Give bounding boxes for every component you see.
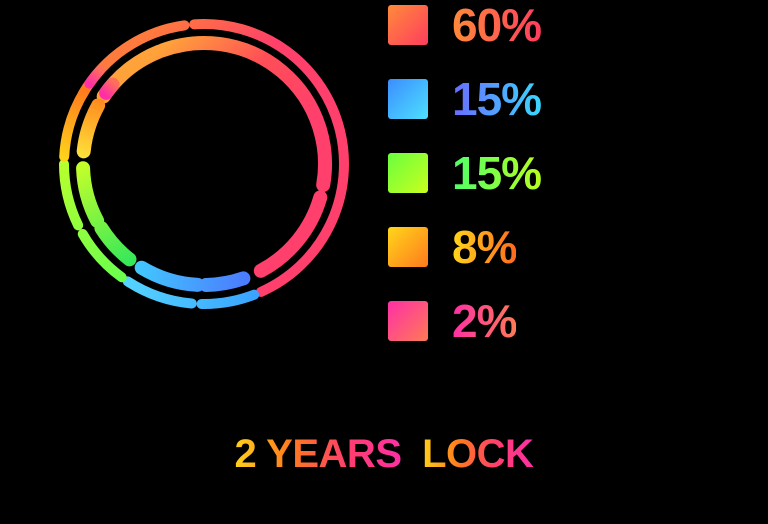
lock-line: 2 YEARS LOCK [0, 432, 768, 477]
legend-row: 60% [388, 0, 541, 52]
donut-svg [34, 0, 374, 334]
legend-swatch [388, 227, 428, 267]
legend-swatch [388, 301, 428, 341]
infographic: 60% 15% 15% 8% 2% 2 YEARS LOCK [0, 0, 768, 524]
legend-percent: 60% [452, 0, 541, 52]
legend-row: 8% [388, 220, 541, 274]
legend-percent: 15% [452, 146, 541, 200]
lock-years-text: 2 YEARS [235, 432, 402, 476]
legend-percent: 8% [452, 220, 516, 274]
legend-swatch [388, 5, 428, 45]
legend: 60% 15% 15% 8% 2% [388, 0, 541, 368]
legend-row: 15% [388, 146, 541, 200]
legend-percent: 2% [452, 294, 516, 348]
legend-row: 2% [388, 294, 541, 348]
legend-swatch [388, 153, 428, 193]
lock-word-text: LOCK [422, 432, 533, 476]
donut-chart [34, 0, 374, 334]
legend-row: 15% [388, 72, 541, 126]
legend-percent: 15% [452, 72, 541, 126]
legend-swatch [388, 79, 428, 119]
